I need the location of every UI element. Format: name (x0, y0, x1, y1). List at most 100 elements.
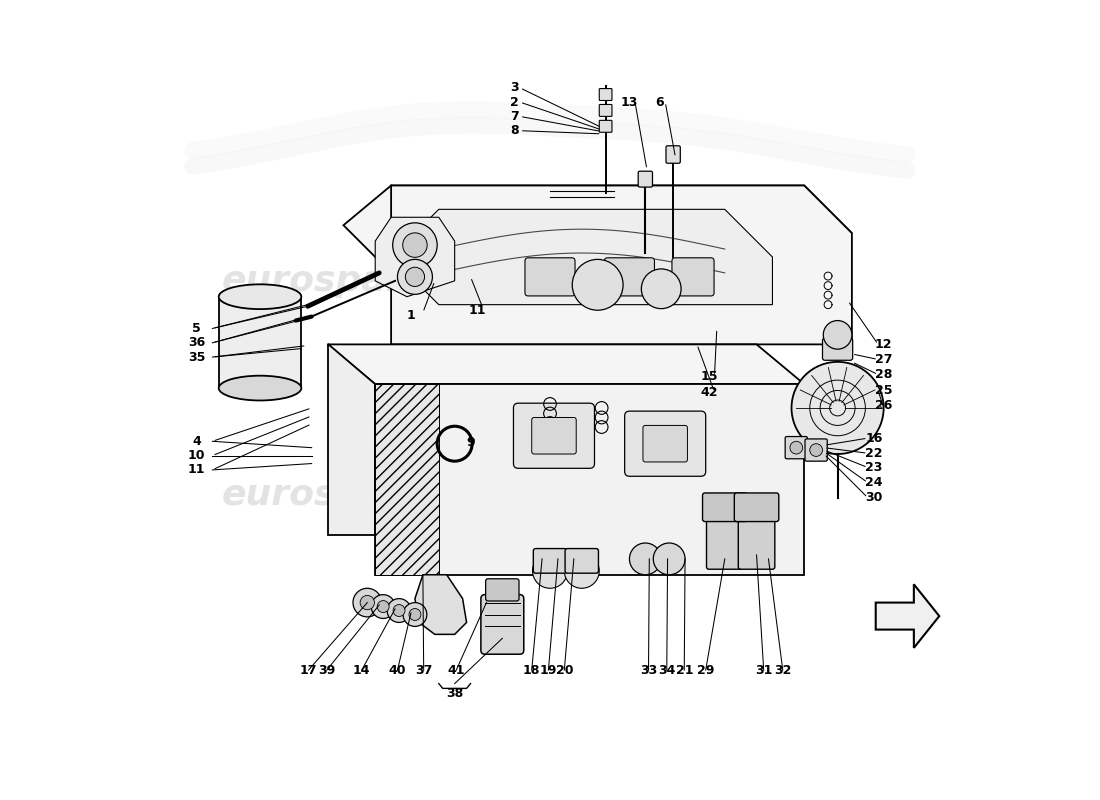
FancyBboxPatch shape (666, 146, 680, 163)
Text: 17: 17 (299, 664, 317, 677)
FancyBboxPatch shape (600, 89, 612, 101)
Text: 15: 15 (700, 370, 717, 382)
Text: eurospares: eurospares (221, 264, 450, 298)
Circle shape (403, 602, 427, 626)
Text: 10: 10 (188, 449, 206, 462)
Text: 6: 6 (656, 95, 664, 109)
FancyBboxPatch shape (600, 105, 612, 116)
Text: 40: 40 (388, 664, 406, 677)
FancyBboxPatch shape (514, 403, 594, 468)
Circle shape (360, 595, 374, 610)
Text: 26: 26 (874, 399, 892, 412)
Text: 36: 36 (188, 336, 205, 350)
Text: 31: 31 (755, 664, 772, 677)
Circle shape (641, 269, 681, 309)
Polygon shape (375, 384, 439, 574)
Circle shape (409, 609, 421, 621)
FancyBboxPatch shape (486, 578, 519, 601)
Text: 21: 21 (675, 664, 693, 677)
Circle shape (792, 362, 883, 454)
FancyBboxPatch shape (481, 594, 524, 654)
Text: 18: 18 (522, 664, 540, 677)
Circle shape (393, 223, 437, 267)
Circle shape (532, 554, 568, 588)
Circle shape (403, 233, 427, 258)
Text: 37: 37 (415, 664, 432, 677)
Text: 22: 22 (866, 446, 883, 460)
Text: 23: 23 (866, 461, 883, 474)
FancyBboxPatch shape (785, 437, 807, 458)
Text: 34: 34 (658, 664, 675, 677)
Text: 9: 9 (466, 436, 475, 449)
Circle shape (353, 588, 382, 617)
FancyBboxPatch shape (823, 338, 852, 360)
Circle shape (790, 442, 803, 454)
Text: 28: 28 (874, 368, 892, 381)
Circle shape (810, 444, 823, 457)
FancyBboxPatch shape (672, 258, 714, 296)
Text: 39: 39 (318, 664, 336, 677)
Text: 29: 29 (697, 664, 714, 677)
FancyBboxPatch shape (735, 493, 779, 522)
Text: 25: 25 (874, 384, 892, 397)
Text: 33: 33 (640, 664, 657, 677)
Circle shape (393, 605, 405, 617)
FancyBboxPatch shape (565, 549, 598, 573)
Text: 11: 11 (188, 463, 206, 477)
Polygon shape (392, 186, 851, 344)
Text: 19: 19 (540, 664, 557, 677)
FancyBboxPatch shape (642, 426, 688, 462)
Polygon shape (219, 297, 301, 388)
Text: 12: 12 (874, 338, 892, 351)
Circle shape (572, 259, 623, 310)
Text: 1: 1 (407, 310, 416, 322)
FancyBboxPatch shape (625, 411, 706, 476)
Text: 32: 32 (774, 664, 792, 677)
Text: 7: 7 (510, 110, 518, 123)
Text: 35: 35 (188, 350, 206, 363)
Text: 4: 4 (192, 435, 201, 448)
FancyBboxPatch shape (531, 418, 576, 454)
Text: 38: 38 (446, 687, 463, 701)
Circle shape (377, 601, 389, 613)
Polygon shape (375, 384, 804, 574)
FancyBboxPatch shape (703, 493, 747, 522)
Circle shape (823, 321, 851, 349)
Circle shape (405, 267, 425, 286)
FancyBboxPatch shape (706, 517, 744, 570)
Text: 42: 42 (700, 386, 717, 398)
Polygon shape (392, 186, 851, 233)
Text: 24: 24 (866, 476, 883, 489)
Text: 16: 16 (866, 432, 883, 445)
Text: 11: 11 (469, 304, 486, 317)
FancyBboxPatch shape (738, 517, 774, 570)
Polygon shape (343, 186, 439, 273)
Text: 8: 8 (510, 124, 518, 137)
Text: eurospares: eurospares (221, 478, 450, 512)
Text: 13: 13 (620, 95, 638, 109)
Text: eurospares: eurospares (579, 264, 807, 298)
FancyBboxPatch shape (638, 171, 652, 187)
Text: 2: 2 (510, 95, 518, 109)
Text: 14: 14 (353, 664, 371, 677)
Polygon shape (328, 344, 375, 535)
Text: eurospares: eurospares (579, 478, 807, 512)
Polygon shape (415, 574, 466, 634)
Text: 27: 27 (874, 353, 892, 366)
Circle shape (387, 598, 411, 622)
Text: 30: 30 (866, 491, 883, 504)
Circle shape (397, 259, 432, 294)
Polygon shape (876, 584, 939, 648)
FancyBboxPatch shape (534, 549, 566, 573)
Text: 5: 5 (192, 322, 201, 335)
FancyBboxPatch shape (604, 258, 654, 296)
Ellipse shape (219, 376, 301, 401)
Polygon shape (392, 210, 772, 305)
FancyBboxPatch shape (525, 258, 575, 296)
Text: 41: 41 (448, 664, 465, 677)
Polygon shape (375, 218, 454, 297)
FancyBboxPatch shape (805, 439, 827, 461)
Text: 3: 3 (510, 82, 518, 94)
Ellipse shape (219, 284, 301, 309)
Circle shape (653, 543, 685, 574)
